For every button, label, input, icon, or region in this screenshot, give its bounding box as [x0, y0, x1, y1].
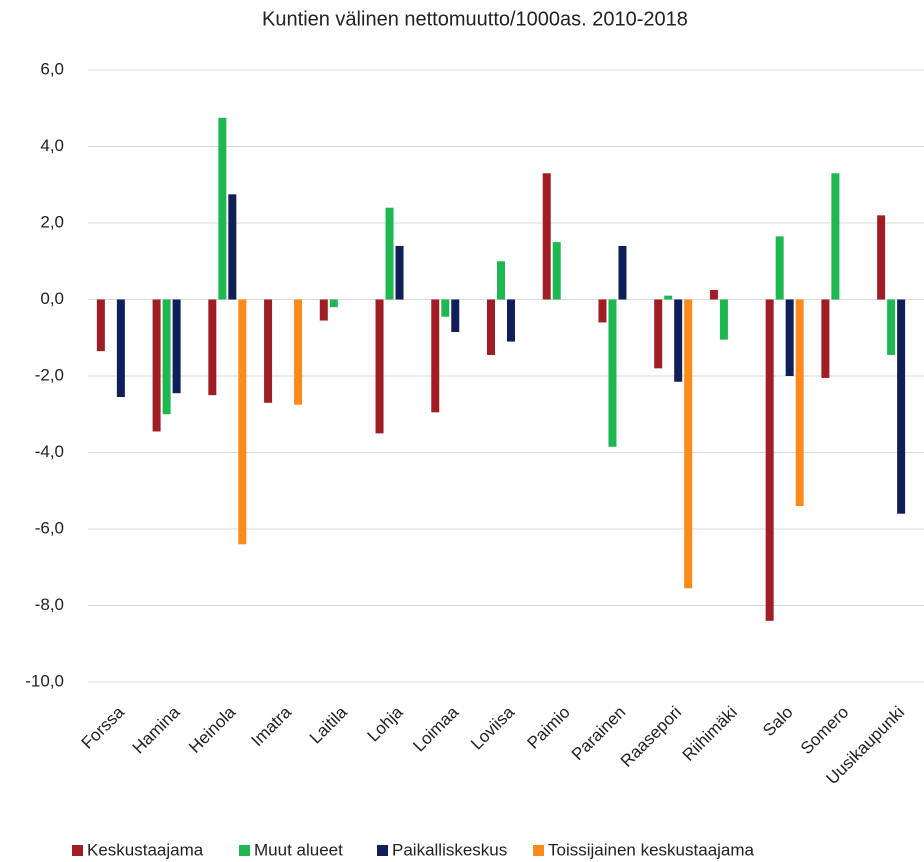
y-tick-label: -10,0 [25, 671, 64, 690]
bar [897, 299, 906, 514]
x-tick-label: Lohja [364, 702, 407, 745]
bar [451, 299, 460, 333]
bar [441, 299, 450, 317]
bar [775, 236, 784, 300]
bar [887, 299, 896, 355]
bar [264, 299, 273, 403]
x-tick-label: Riihimäki [679, 703, 741, 765]
bar [821, 299, 830, 378]
bar [162, 299, 171, 415]
bar [877, 215, 886, 300]
x-tick-label: Raasepori [617, 703, 685, 771]
x-tick-label: Hamina [129, 702, 184, 757]
legend-swatch [72, 845, 83, 856]
bar [294, 299, 303, 405]
bar [497, 261, 505, 300]
bar [674, 299, 683, 382]
bar [709, 289, 718, 300]
bar [116, 299, 125, 398]
legend-label: Toissijainen keskustaajama [548, 840, 755, 859]
bar [608, 299, 617, 447]
bar [552, 242, 561, 300]
legend-label: Paikalliskeskus [392, 840, 507, 859]
bar [395, 245, 404, 300]
bar [172, 299, 181, 394]
y-tick-label: 6,0 [40, 59, 64, 78]
bar [208, 299, 217, 396]
chart-title: Kuntien välinen nettomuutto/1000as. 2010… [262, 8, 688, 30]
x-tick-label: Laitila [306, 702, 351, 747]
y-tick-label: -4,0 [35, 442, 64, 461]
bar [765, 299, 774, 621]
bar [152, 299, 161, 432]
bar [831, 173, 840, 300]
y-tick-label: 0,0 [40, 289, 64, 308]
legend-swatch [377, 845, 388, 856]
bar [664, 295, 673, 300]
bar [507, 299, 515, 342]
legend-swatch [239, 845, 250, 856]
y-tick-label: -6,0 [35, 518, 64, 537]
x-tick-label: Salo [759, 703, 796, 740]
bar [238, 299, 247, 545]
bar [228, 194, 237, 300]
x-tick-label: Loimaa [409, 702, 462, 755]
y-tick-label: -2,0 [35, 365, 64, 384]
y-tick-label: -8,0 [35, 595, 64, 614]
bar [684, 299, 693, 589]
bar [785, 299, 794, 376]
x-tick-label: Somero [797, 703, 853, 759]
bar [375, 299, 384, 434]
y-tick-label: 4,0 [40, 136, 64, 155]
bar [598, 299, 607, 323]
x-tick-label: Paimio [524, 703, 574, 753]
bar [542, 173, 551, 300]
x-tick-label: Imatra [248, 702, 296, 750]
bar [431, 299, 440, 413]
x-tick-label: Loviisa [467, 702, 518, 753]
legend-swatch [533, 845, 544, 856]
bar [96, 299, 105, 352]
bar [385, 207, 394, 300]
bar [319, 299, 328, 321]
bar [487, 299, 495, 355]
bar [719, 299, 728, 340]
legend-label: Keskustaajama [87, 840, 204, 859]
legend-label: Muut alueet [254, 840, 343, 859]
bar [654, 299, 663, 369]
bar [218, 117, 227, 300]
bar [795, 299, 804, 507]
x-tick-label: Forssa [78, 702, 129, 753]
x-tick-label: Heinola [185, 702, 240, 757]
bar [329, 299, 338, 308]
bar [618, 245, 627, 300]
y-tick-label: 2,0 [40, 212, 64, 231]
